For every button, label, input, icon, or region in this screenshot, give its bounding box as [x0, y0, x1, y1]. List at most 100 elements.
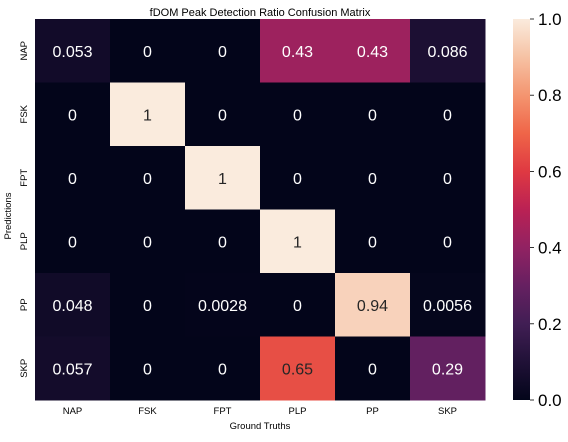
cell-value-label: 1: [143, 107, 152, 124]
y-tick-label: PLP: [19, 232, 30, 250]
cell-value-label: 0: [143, 171, 152, 188]
colorbar-tick-label: 1.0: [538, 10, 562, 29]
cell-value-label: 0.0028: [198, 298, 247, 315]
cell-value-label: 0: [68, 171, 77, 188]
cell-value-label: 0: [368, 361, 377, 378]
cell-value-label: 0: [218, 107, 227, 124]
cell-value-label: 0: [368, 171, 377, 188]
cell-value-label: 0.43: [357, 44, 388, 61]
y-tick-label: FSK: [19, 104, 30, 123]
cell-value-label: 0.0056: [423, 298, 472, 315]
cell-value-label: 0: [368, 107, 377, 124]
x-tick-label: FPT: [214, 406, 232, 417]
heatmap-cell: [185, 336, 261, 401]
chart-title: fDOM Peak Detection Ratio Confusion Matr…: [150, 7, 371, 19]
heatmap-cell: [35, 273, 111, 337]
heatmap-cell: [410, 209, 486, 274]
cell-value-label: 0: [68, 107, 77, 124]
heatmap-cell: [35, 19, 111, 83]
cell-value-label: 0: [143, 234, 152, 251]
y-tick-label: SKP: [19, 359, 30, 378]
x-tick-label: PLP: [289, 406, 307, 417]
heatmap-cell: [260, 146, 336, 210]
heatmap-cell: [260, 209, 336, 274]
heatmap-cell: [185, 146, 261, 210]
cell-value-label: 0: [218, 361, 227, 378]
heatmap-cell: [260, 19, 336, 83]
heatmap-cell: [110, 146, 186, 210]
heatmap-cell: [110, 82, 186, 147]
heatmap-cell: [335, 146, 411, 210]
heatmap-cell: [185, 19, 261, 83]
cell-value-label: 0: [293, 107, 302, 124]
y-tick-label: NAP: [19, 41, 30, 61]
cell-value-label: 0: [443, 107, 452, 124]
cell-value-label: 0: [218, 234, 227, 251]
heatmap-cell: [110, 336, 186, 401]
y-axis-ticks: NAP FSK FPT PLP PP SKP: [19, 41, 30, 378]
cell-value-label: 0.057: [52, 361, 92, 378]
heatmap-cell: [185, 82, 261, 147]
heatmap-cell: [110, 273, 186, 337]
heatmap-cell: [335, 82, 411, 147]
heatmap-cell: [410, 336, 486, 401]
x-tick-label: NAP: [63, 406, 83, 417]
colorbar-ticks: 0.0 0.2 0.4 0.6 0.8 1.0: [530, 10, 562, 410]
heatmap-cell: [410, 273, 486, 337]
heatmap-cell: [410, 82, 486, 147]
heatmap-cell: [185, 273, 261, 337]
heatmap-cell-labels: 0.053 0 0 0.43 0.43 0.086 0 1 0 0 0 0 0 0 1 0 0 0 0 0 0 1 0 0 0.…: [52, 44, 472, 379]
heatmap-cells: [35, 19, 486, 401]
cell-value-label: 0: [293, 298, 302, 315]
cell-value-label: 0.65: [282, 361, 313, 378]
cell-value-label: 0: [143, 361, 152, 378]
cell-value-label: 0: [293, 171, 302, 188]
heatmap-cell: [110, 19, 186, 83]
cell-value-label: 1: [293, 234, 302, 251]
cell-value-label: 0: [443, 234, 452, 251]
x-tick-label: SKP: [438, 406, 457, 417]
heatmap-cell: [410, 146, 486, 210]
heatmap-cell: [35, 82, 111, 147]
colorbar-tick-label: 0.0: [538, 391, 562, 410]
heatmap-cell: [35, 146, 111, 210]
heatmap-cell: [185, 209, 261, 274]
cell-value-label: 0.086: [427, 44, 467, 61]
heatmap-cell: [35, 336, 111, 401]
heatmap-cell: [335, 273, 411, 337]
heatmap-cell: [35, 209, 111, 274]
colorbar-tick-label: 0.2: [538, 315, 562, 334]
x-axis-ticks: NAP FSK FPT PLP PP SKP: [63, 406, 457, 417]
y-tick-label: FPT: [19, 169, 30, 187]
colorbar-tick-label: 0.8: [538, 86, 562, 105]
cell-value-label: 0: [68, 234, 77, 251]
heatmap-cell: [110, 209, 186, 274]
y-axis-label: Predictions: [3, 192, 14, 239]
cell-value-label: 0: [443, 171, 452, 188]
cell-value-label: 0: [143, 44, 152, 61]
heatmap-cell: [260, 336, 336, 401]
cell-value-label: 1: [218, 171, 227, 188]
x-tick-label: FSK: [138, 406, 157, 417]
heatmap-cell: [335, 336, 411, 401]
colorbar-tick-label: 0.6: [538, 162, 562, 181]
y-tick-label: PP: [19, 298, 30, 311]
heatmap-cell: [335, 19, 411, 83]
cell-value-label: 0.43: [282, 44, 313, 61]
colorbar-tick-label: 0.4: [538, 239, 562, 258]
cell-value-label: 0.94: [357, 298, 388, 315]
cell-value-label: 0.048: [52, 298, 92, 315]
heatmap-cell: [260, 273, 336, 337]
cell-value-label: 0.29: [432, 361, 463, 378]
heatmap-cell: [410, 19, 486, 83]
cell-value-label: 0: [368, 234, 377, 251]
cell-value-label: 0: [143, 298, 152, 315]
x-tick-label: PP: [366, 406, 379, 417]
heatmap-cell: [335, 209, 411, 274]
cell-value-label: 0: [218, 44, 227, 61]
x-axis-label: Ground Truths: [230, 421, 291, 432]
colorbar: [513, 19, 530, 400]
cell-value-label: 0.053: [52, 44, 92, 61]
